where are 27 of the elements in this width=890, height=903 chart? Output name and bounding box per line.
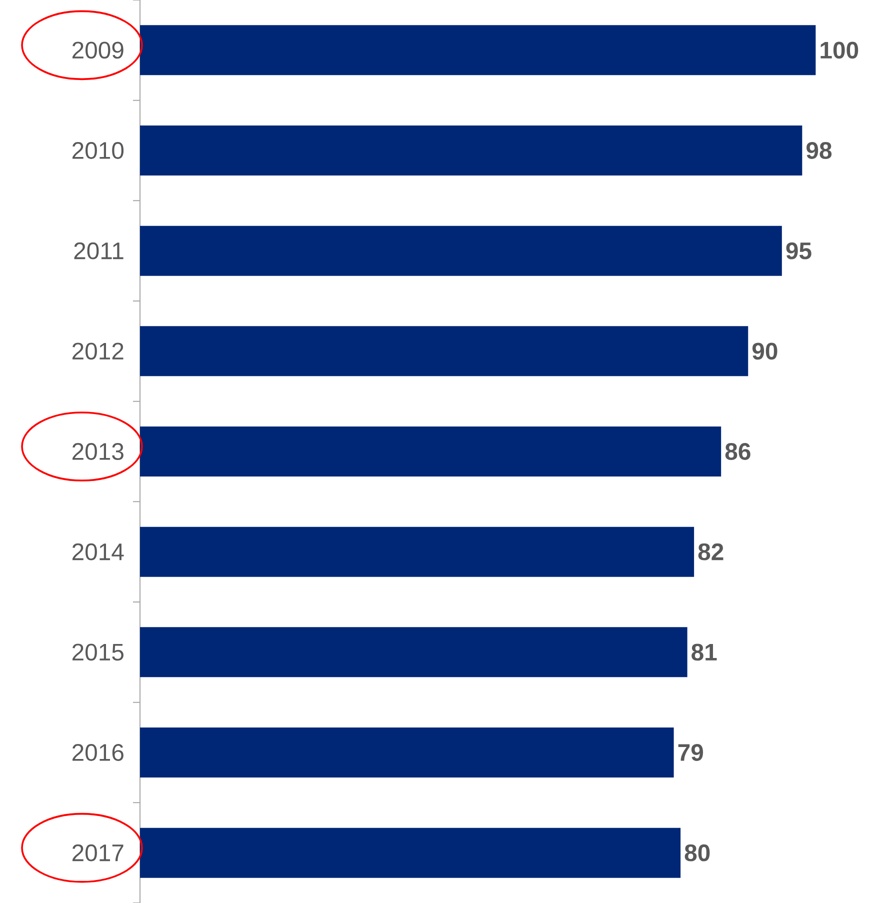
y-tick-label: 2017	[72, 844, 124, 862]
bar	[140, 728, 674, 778]
data-label: 98	[806, 142, 832, 159]
data-label: 95	[786, 242, 812, 260]
y-tick-label: 2015	[72, 644, 124, 661]
y-tick-label: 2016	[72, 744, 124, 761]
bar	[140, 126, 802, 176]
y-tick-label: 2010	[72, 142, 124, 159]
data-label: 86	[725, 443, 750, 460]
bar	[140, 326, 748, 376]
bar	[140, 828, 681, 878]
bar	[140, 526, 694, 577]
data-label: 79	[678, 744, 704, 761]
data-label: 81	[692, 644, 717, 661]
y-tick-label: 2014	[72, 543, 124, 560]
bar	[140, 627, 688, 678]
data-label: 82	[698, 543, 724, 560]
y-tick-label: 2011	[74, 242, 124, 260]
y-tick-label: 2012	[72, 342, 124, 360]
y-tick-label: 2009	[72, 42, 124, 59]
y-tick-label: 2013	[72, 443, 124, 460]
data-label: 80	[684, 844, 710, 862]
data-label: 90	[752, 342, 778, 360]
bar	[140, 226, 782, 276]
bar	[140, 25, 816, 76]
bar	[140, 426, 722, 476]
data-label: 100	[820, 42, 858, 59]
